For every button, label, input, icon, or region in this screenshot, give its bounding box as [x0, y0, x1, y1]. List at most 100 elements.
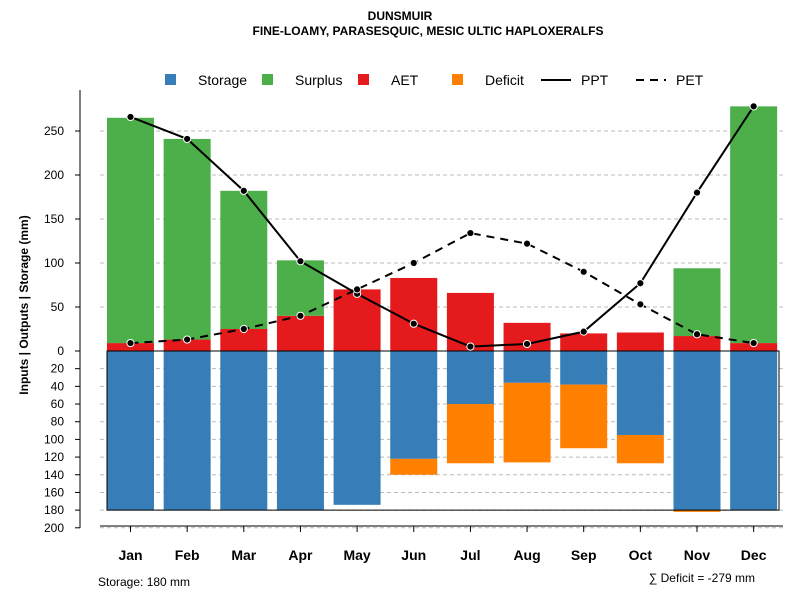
- x-tick-label: Jan: [118, 547, 142, 563]
- point-pet: [183, 335, 192, 344]
- y-tick-label: 200: [44, 521, 64, 535]
- bar-storage: [220, 351, 268, 511]
- line-ppt: [130, 105, 755, 348]
- legend-label-aet: AET: [391, 72, 419, 88]
- point-ppt: [749, 102, 758, 111]
- y-tick-label: 60: [51, 397, 65, 411]
- chart-subtitle: FINE-LOAMY, PARASESQUIC, MESIC ULTIC HAP…: [253, 24, 604, 38]
- bar-deficit: [673, 510, 721, 512]
- bar-storage: [616, 351, 664, 435]
- x-tick-label: Jun: [401, 547, 426, 563]
- bar-aet: [673, 336, 721, 351]
- x-tick-label: Sep: [571, 547, 597, 563]
- point-ppt: [636, 279, 645, 288]
- x-tick-label: Feb: [175, 547, 200, 563]
- x-tick-label: May: [343, 547, 370, 563]
- point-ppt: [183, 134, 192, 144]
- point-pet: [239, 324, 248, 334]
- point-pet: [296, 311, 305, 320]
- point-ppt: [466, 342, 475, 351]
- y-tick-label: 100: [44, 432, 64, 446]
- bar-storage: [390, 351, 438, 459]
- bar-aet: [446, 292, 494, 351]
- bar-aet: [333, 289, 381, 351]
- point-pet: [466, 228, 475, 238]
- legend-label-ppt: PPT: [581, 72, 609, 88]
- y-tick-label: 200: [44, 168, 64, 182]
- y-tick-label: 150: [44, 212, 64, 226]
- point-ppt: [522, 339, 532, 349]
- bar-deficit: [446, 404, 494, 464]
- y-tick-label: 140: [44, 468, 64, 482]
- bar-surplus: [673, 268, 721, 337]
- x-tick-label: Oct: [629, 547, 653, 563]
- legend-label-surplus: Surplus: [295, 72, 342, 88]
- bar-storage: [560, 351, 608, 385]
- legend: Storage Surplus AET Deficit PPT PET: [165, 72, 704, 88]
- y-tick-label: 120: [44, 450, 64, 464]
- bar-surplus: [730, 106, 778, 344]
- bar-storage: [446, 351, 494, 405]
- point-ppt: [409, 319, 418, 328]
- gridlines: [100, 130, 783, 529]
- legend-swatch-deficit: [452, 74, 463, 85]
- bar-aet: [220, 329, 268, 351]
- legend-label-storage: Storage: [198, 72, 247, 88]
- point-pet: [636, 300, 645, 309]
- bar-deficit: [560, 384, 608, 449]
- bar-aet: [616, 332, 664, 351]
- x-tick-label: Apr: [288, 547, 313, 563]
- legend-label-deficit: Deficit: [485, 72, 524, 88]
- bar-surplus: [220, 190, 268, 329]
- bar-storage: [673, 351, 721, 511]
- bar-aet: [276, 315, 324, 351]
- x-tick-label: Mar: [231, 547, 256, 563]
- chart-title: DUNSMUIR: [368, 9, 433, 23]
- point-pet: [353, 285, 362, 294]
- y-tick-label: 250: [44, 124, 64, 138]
- point-ppt: [126, 112, 135, 122]
- bar-deficit: [616, 434, 664, 464]
- bar-storage: [276, 351, 324, 511]
- y-tick-label: 180: [44, 503, 64, 517]
- y-tick-label: 0: [57, 344, 64, 358]
- point-pet: [749, 338, 758, 348]
- bar-storage: [333, 351, 381, 505]
- legend-label-pet: PET: [676, 72, 704, 88]
- bar-surplus: [107, 117, 154, 344]
- point-ppt: [239, 186, 248, 195]
- bar-storage: [163, 351, 211, 511]
- y-tick-label: 50: [51, 300, 65, 314]
- storage-note: Storage: 180 mm: [98, 575, 190, 589]
- series-lines: [126, 102, 758, 351]
- legend-swatch-storage: [165, 74, 176, 85]
- x-tick-label: Nov: [684, 547, 711, 563]
- y-tick-label: 80: [51, 415, 65, 429]
- bars: [106, 106, 780, 512]
- y-tick-label: 20: [51, 362, 65, 376]
- point-ppt: [296, 257, 305, 266]
- bar-storage: [503, 351, 551, 383]
- point-ppt: [692, 188, 702, 197]
- bar-aet: [560, 333, 608, 351]
- point-ppt: [579, 327, 588, 336]
- line-pet: [130, 232, 754, 345]
- bar-aet: [163, 339, 211, 351]
- bar-storage: [730, 351, 778, 511]
- x-tick-label: Jul: [460, 547, 480, 563]
- bar-storage: [107, 351, 154, 511]
- axes: 0 50 100 150 200 250 20 40 60 80 100 120 140 160 180 20…: [44, 90, 783, 563]
- bar-surplus: [276, 260, 324, 316]
- bar-surplus: [163, 138, 211, 340]
- y-tick-label: 40: [51, 379, 65, 393]
- legend-swatch-aet: [358, 74, 369, 85]
- bar-deficit: [390, 458, 438, 475]
- point-pet: [692, 330, 702, 339]
- y-axis-label: Inputs | Outputs | Storage (mm): [17, 215, 31, 394]
- point-pet: [522, 239, 532, 248]
- point-pet: [579, 267, 588, 276]
- x-tick-label: Aug: [513, 547, 540, 563]
- point-pet: [126, 338, 135, 348]
- x-tick-label: Dec: [741, 547, 767, 563]
